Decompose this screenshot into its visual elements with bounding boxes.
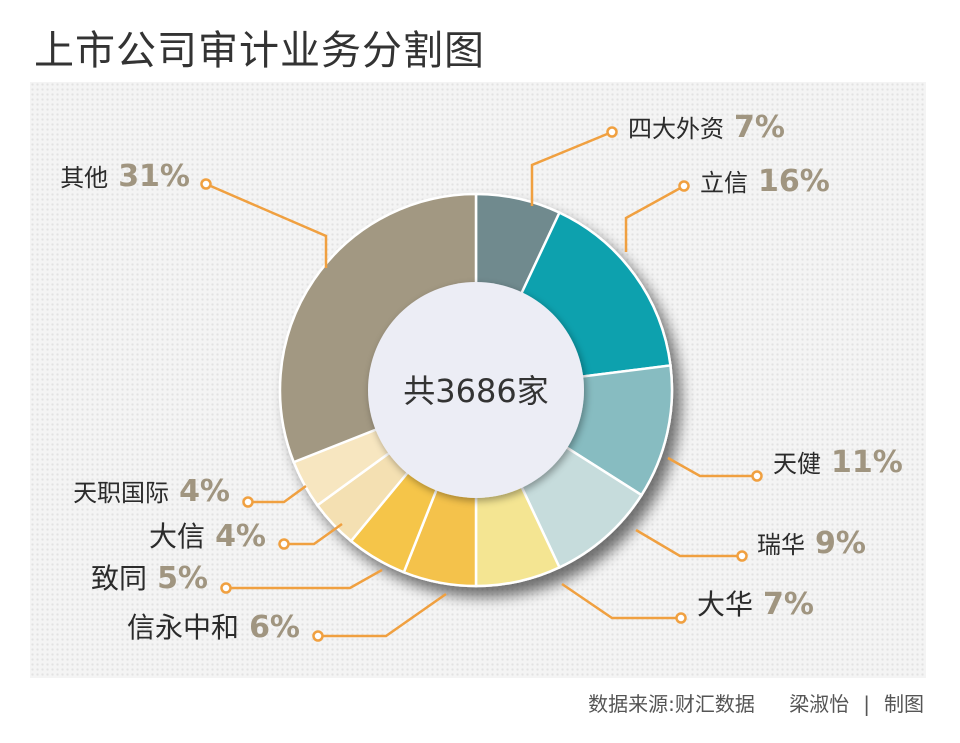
slice-pct-2: 11% — [831, 445, 903, 480]
divider: | — [863, 692, 870, 716]
data-source-text: 数据来源:财汇数据 — [588, 692, 755, 716]
slice-label-4: 大华 7% — [697, 587, 814, 622]
slice-pct-8: 4% — [179, 474, 230, 509]
leader-line-4 — [561, 582, 681, 620]
slice-pct-1: 16% — [758, 164, 830, 199]
slice-pct-6: 5% — [157, 561, 208, 596]
slice-label-2: 天健 11% — [773, 445, 903, 480]
slice-name-3: 瑞华 — [757, 531, 805, 559]
slice-label-6: 致同 5% — [91, 561, 208, 596]
leader-dot-5 — [312, 630, 324, 642]
leader-line-7 — [284, 522, 343, 546]
leader-line-5 — [318, 592, 447, 638]
slice-label-8: 天职国际 4% — [73, 474, 230, 509]
slice-label-5: 信永中和 6% — [127, 610, 300, 645]
slice-label-3: 瑞华 9% — [757, 526, 866, 561]
leader-dot-0 — [606, 126, 618, 138]
slice-pct-5: 6% — [249, 610, 300, 645]
center-label: 共3686家 — [403, 372, 548, 410]
slice-name-7: 大信 — [149, 520, 205, 553]
spacer — [769, 692, 775, 716]
slice-name-8: 天职国际 — [73, 479, 169, 507]
leader-line-3 — [635, 528, 742, 558]
slice-label-9: 其他 31% — [60, 159, 190, 194]
slice-pct-9: 31% — [118, 159, 190, 194]
slice-name-0: 四大外资 — [628, 115, 724, 143]
leader-dot-6 — [220, 582, 232, 594]
slice-name-4: 大华 — [697, 588, 753, 621]
slice-name-2: 天健 — [773, 450, 821, 478]
leader-line-9 — [205, 182, 328, 268]
leader-line-2 — [667, 456, 757, 478]
leader-line-1 — [624, 184, 685, 252]
slice-label-0: 四大外资 7% — [628, 110, 785, 145]
source-credit: 数据来源:财汇数据 梁淑怡 | 制图 — [588, 688, 924, 717]
slice-name-6: 致同 — [91, 562, 147, 595]
leader-lines-layer — [200, 126, 763, 642]
slice-label-7: 大信 4% — [149, 519, 266, 554]
author-role: 制图 — [884, 692, 924, 716]
slice-name-1: 立信 — [700, 169, 748, 197]
center-disc — [368, 282, 584, 498]
leader-dot-1 — [678, 180, 690, 192]
slice-pct-0: 7% — [734, 110, 785, 145]
slice-pct-4: 7% — [763, 587, 814, 622]
leader-dot-9 — [200, 178, 212, 190]
leader-line-0 — [530, 130, 613, 206]
slice-name-9: 其他 — [60, 164, 108, 192]
leader-dot-7 — [278, 538, 290, 550]
slice-pct-7: 4% — [215, 519, 266, 554]
leader-dot-3 — [736, 550, 748, 562]
slice-label-1: 立信 16% — [700, 164, 830, 199]
leader-dot-2 — [751, 470, 763, 482]
leader-line-6 — [226, 568, 383, 590]
leader-line-8 — [248, 484, 307, 504]
leader-dot-8 — [242, 496, 254, 508]
labels-layer: 四大外资 7%立信 16%天健 11%瑞华 9%大华 7%信永中和 6%致同 5%大信 4%天职… — [60, 110, 903, 645]
author-name: 梁淑怡 — [789, 692, 850, 716]
leader-dot-4 — [675, 612, 687, 624]
slice-name-5: 信永中和 — [127, 611, 239, 644]
chart-title: 上市公司审计业务分割图 — [34, 28, 485, 74]
slice-pct-3: 9% — [815, 526, 866, 561]
